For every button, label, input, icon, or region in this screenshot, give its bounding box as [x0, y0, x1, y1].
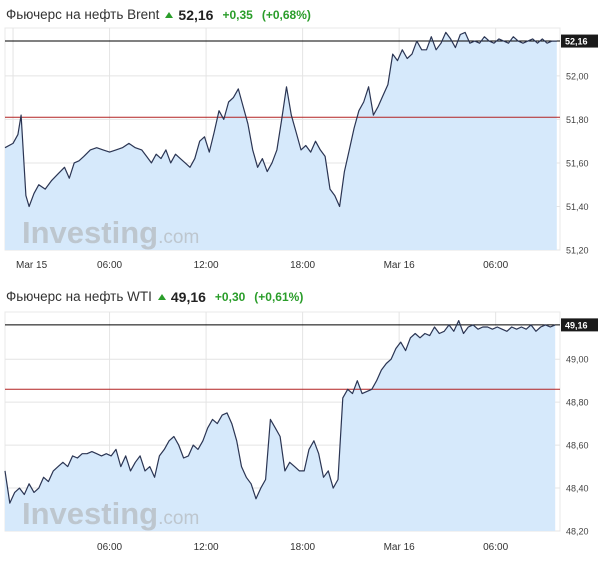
last-price: 52,16	[178, 6, 214, 23]
x-tick-label: 06:00	[483, 260, 508, 271]
up-arrow-icon	[165, 11, 174, 18]
x-tick-label: 06:00	[97, 260, 122, 271]
last-price-badge-label: 52,16	[565, 37, 588, 47]
wti-chart-block: Фьючерс на нефть WTI 49,16 +0,30 (+0,61%) I…	[0, 284, 600, 568]
chart-title: Фьючерс на нефть WTI	[6, 288, 152, 304]
x-tick-label: 06:00	[483, 542, 508, 553]
price-line	[4, 31, 557, 208]
y-tick-label: 51,20	[566, 246, 589, 256]
chart-title: Фьючерс на нефть Brent	[6, 6, 160, 22]
y-tick-label: 52,00	[566, 71, 589, 81]
wti-chart-header: Фьючерс на нефть WTI 49,16 +0,30 (+0,61%)	[6, 285, 303, 307]
x-tick-label: 18:00	[290, 260, 315, 271]
last-price-badge	[561, 34, 598, 48]
price-change-percent: (+0,68%)	[261, 7, 311, 22]
y-tick-label: 48,80	[566, 398, 589, 408]
up-arrow-icon	[157, 293, 166, 300]
last-price-badge	[561, 318, 598, 332]
price-change: +0,30	[214, 289, 246, 304]
price-area	[5, 320, 556, 531]
price-change-percent: (+0,61%)	[254, 289, 304, 304]
x-tick-label: Mar 16	[384, 542, 416, 553]
x-tick-label: Mar 16	[384, 260, 416, 271]
y-tick-label: 51,60	[566, 158, 589, 168]
y-tick-label: 48,40	[566, 484, 589, 494]
watermark-main: Investing	[22, 496, 158, 531]
investing-watermark: Investing.com	[22, 496, 199, 531]
x-tick-label: 12:00	[194, 542, 219, 553]
x-tick-label: Mar 15	[16, 260, 48, 271]
x-tick-label: 18:00	[290, 542, 315, 553]
price-area	[5, 32, 557, 251]
brent-price-chart: Investing.com 52,00 51,80 51,60 51,40 51,20 52…	[4, 27, 598, 271]
wti-price-chart: Investing.com 49,00 48,80 48,60 48,40 48,20 49…	[4, 311, 598, 553]
x-tick-label: 12:00	[194, 260, 219, 271]
investing-watermark: Investing.com	[22, 215, 199, 250]
y-tick-label: 48,20	[566, 527, 589, 537]
price-change: +0,35	[222, 7, 253, 22]
y-tick-label: 51,80	[566, 115, 589, 125]
brent-chart-header: Фьючерс на нефть Brent 52,16 +0,35 (+0,68%)	[6, 3, 311, 25]
price-line	[4, 320, 556, 504]
x-tick-label: 06:00	[97, 542, 122, 553]
watermark-suffix: .com	[158, 227, 199, 248]
watermark-suffix: .com	[158, 508, 199, 529]
y-tick-label: 49,00	[566, 355, 589, 365]
y-tick-label: 51,40	[566, 202, 589, 212]
brent-chart-block: Фьючерс на нефть Brent 52,16 +0,35 (+0,68%)…	[4, 3, 598, 271]
watermark-main: Investing	[22, 215, 158, 250]
y-tick-label: 48,60	[566, 441, 589, 451]
last-price-badge-label: 49,16	[565, 320, 588, 330]
last-price: 49,16	[170, 288, 206, 305]
